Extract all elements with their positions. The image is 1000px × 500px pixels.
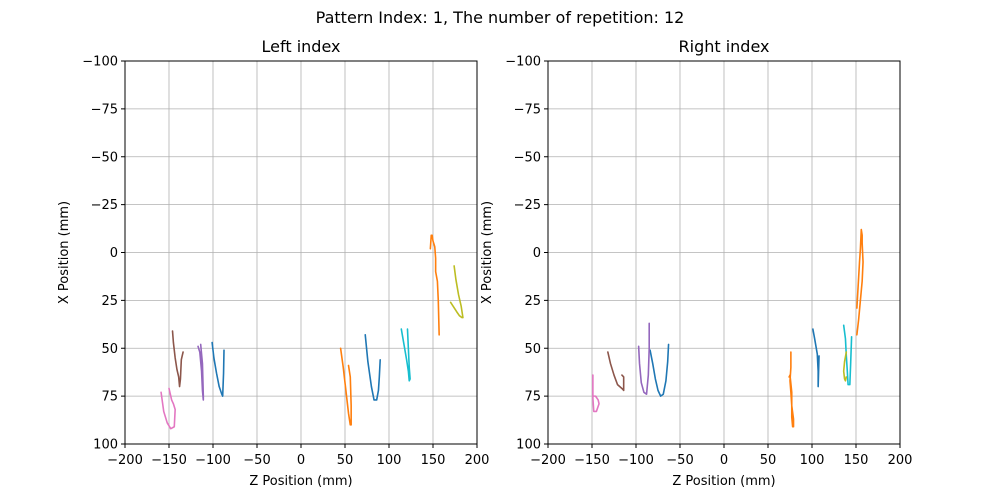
x-tick-label: −200 bbox=[530, 453, 566, 468]
left-index-subplot: −200 −150 −100 −50 0 50 100 150 200 −100 −75 −50 −25… bbox=[57, 37, 489, 489]
series-line-4 bbox=[364, 334, 381, 401]
y-axis-label: X Position (mm) bbox=[57, 201, 72, 304]
x-tick-label: 50 bbox=[337, 453, 354, 468]
y-axis-label: X Position (mm) bbox=[480, 201, 495, 304]
series-line-0 bbox=[211, 341, 225, 397]
series-line-3 bbox=[592, 374, 600, 413]
y-tick-label: −75 bbox=[91, 102, 118, 117]
x-tick-label: −150 bbox=[574, 453, 610, 468]
y-tick-label: 25 bbox=[524, 294, 541, 309]
y-tick-label: 75 bbox=[101, 390, 118, 405]
series-line-8 bbox=[449, 265, 464, 319]
x-tick-label: −100 bbox=[195, 453, 231, 468]
x-tick-label: 0 bbox=[297, 453, 305, 468]
x-tick-label: −200 bbox=[107, 453, 143, 468]
x-tick-label: 150 bbox=[421, 453, 446, 468]
x-tick-label: −150 bbox=[151, 453, 187, 468]
series-line-1 bbox=[197, 343, 205, 401]
y-tick-label: 100 bbox=[93, 438, 118, 453]
figure-title: Pattern Index: 1, The number of repetiti… bbox=[316, 8, 685, 27]
series-line-1 bbox=[637, 322, 650, 396]
y-tick-label: −100 bbox=[82, 55, 118, 70]
series-line-6 bbox=[400, 328, 411, 382]
series-line-2 bbox=[607, 351, 625, 392]
y-tick-label: 75 bbox=[524, 390, 541, 405]
y-tick-label: 100 bbox=[516, 438, 541, 453]
x-tick-label: −100 bbox=[618, 453, 654, 468]
y-tick-label: −50 bbox=[514, 150, 541, 165]
y-tick-label: −100 bbox=[505, 55, 541, 70]
y-tick-label: −50 bbox=[91, 150, 118, 165]
y-tick-label: 50 bbox=[524, 342, 541, 357]
right-index-subplot: −200 −150 −100 −50 0 50 100 150 200 −100 −75 −50 −25… bbox=[480, 37, 912, 489]
y-tick-label: 25 bbox=[101, 294, 118, 309]
series-line-4 bbox=[788, 351, 795, 428]
x-tick-label: −50 bbox=[243, 453, 270, 468]
x-tick-label: 0 bbox=[720, 453, 728, 468]
y-tick-label: −25 bbox=[91, 198, 118, 213]
y-tick-label: 50 bbox=[101, 342, 118, 357]
series-line-0 bbox=[649, 343, 670, 397]
series-line-6 bbox=[842, 324, 853, 386]
x-tick-label: 100 bbox=[800, 453, 825, 468]
x-tick-label: 50 bbox=[760, 453, 777, 468]
series-line-2 bbox=[171, 330, 184, 388]
y-tick-label: −25 bbox=[514, 198, 541, 213]
series-line-5 bbox=[812, 328, 820, 388]
x-tick-label: 100 bbox=[377, 453, 402, 468]
series-line-7 bbox=[842, 351, 848, 382]
x-tick-label: 200 bbox=[465, 453, 490, 468]
series-line-3 bbox=[160, 387, 176, 430]
series-line-8 bbox=[856, 228, 864, 336]
subplot-title: Left index bbox=[262, 37, 341, 56]
subplot-title: Right index bbox=[679, 37, 770, 56]
x-tick-label: 150 bbox=[844, 453, 869, 468]
series-line-5 bbox=[339, 347, 352, 426]
y-tick-label: −75 bbox=[514, 102, 541, 117]
series-line-7 bbox=[429, 234, 440, 336]
x-tick-label: 200 bbox=[888, 453, 913, 468]
x-tick-label: −50 bbox=[666, 453, 693, 468]
x-axis-label: Z Position (mm) bbox=[249, 474, 352, 489]
x-axis-label: Z Position (mm) bbox=[672, 474, 775, 489]
y-tick-label: 0 bbox=[533, 246, 541, 261]
y-tick-label: 0 bbox=[110, 246, 118, 261]
